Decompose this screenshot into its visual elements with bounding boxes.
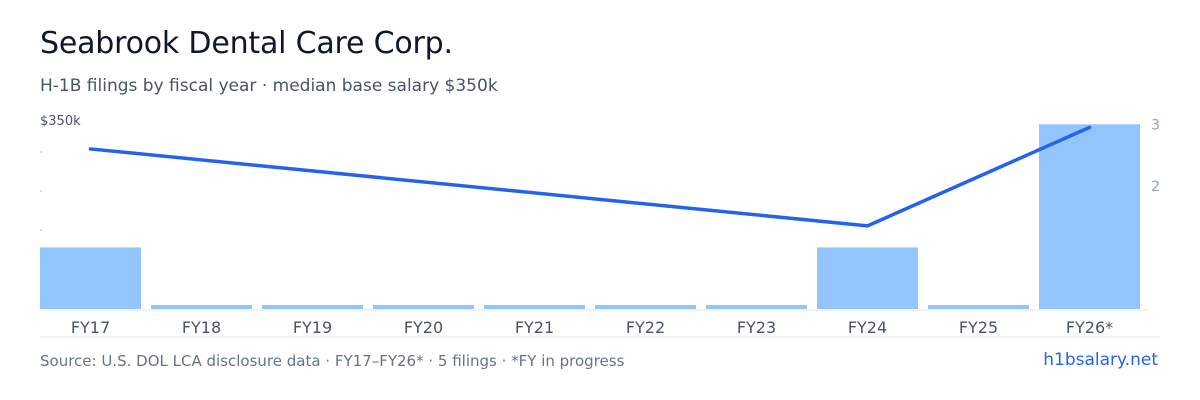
footer-source: Source: U.S. DOL LCA disclosure data · F… [40,352,625,370]
bar-fy17 [40,247,141,309]
x-tick-label-fy26-star: FY26* [1066,318,1113,337]
bar-fy18 [151,305,252,309]
x-tick-label-fy21: FY21 [515,318,554,337]
right-axis-label-3: 3 [1151,117,1160,133]
x-tick-label-fy19: FY19 [293,318,332,337]
bar-fy24 [817,247,918,309]
page-title: Seabrook Dental Care Corp. [40,26,453,61]
bar-fy25 [928,305,1029,309]
bar-fy26-star [1039,124,1140,309]
left-axis-tick-0 [40,151,42,153]
page-subtitle: H-1B filings by fiscal year · median bas… [40,76,498,96]
left-axis-label-max: $350k [40,114,81,129]
salary-point-fy17 [88,147,93,151]
bar-fy23 [706,305,807,309]
salary-point-fy26-star [1087,125,1092,129]
x-tick-label-fy24: FY24 [848,318,887,337]
x-tick-label-fy23: FY23 [737,318,776,337]
left-axis-tick-1 [40,190,42,192]
bar-fy20 [373,305,474,309]
x-tick-label-fy22: FY22 [626,318,665,337]
left-axis-tick-2 [40,229,42,231]
right-axis-label-2: 2 [1151,179,1160,195]
salary-point-fy24 [865,224,870,228]
bar-fy19 [262,305,363,309]
x-tick-label-fy25: FY25 [959,318,998,337]
x-tick-label-fy18: FY18 [182,318,221,337]
x-tick-label-fy17: FY17 [71,318,110,337]
bar-fy21 [484,305,585,309]
footer-brand-link[interactable]: h1bsalary.net [1043,350,1158,370]
bar-fy22 [595,305,696,309]
salary-line [88,125,1092,228]
x-tick-label-fy20: FY20 [404,318,443,337]
